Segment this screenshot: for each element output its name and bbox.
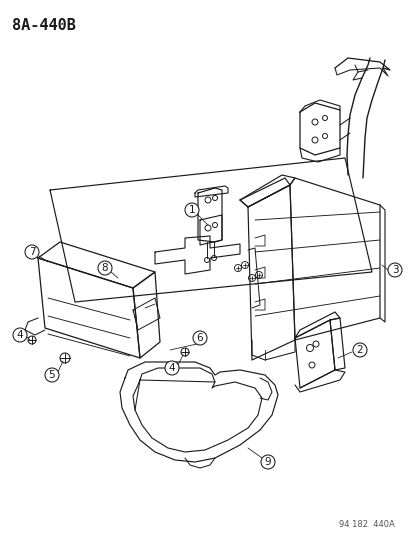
Circle shape [352,343,366,357]
Text: 4: 4 [168,363,175,373]
Circle shape [45,368,59,382]
Circle shape [13,328,27,342]
Circle shape [192,331,206,345]
Text: 5: 5 [49,370,55,380]
Text: 3: 3 [391,265,397,275]
Text: 9: 9 [264,457,271,467]
Text: 94 182  440A: 94 182 440A [338,520,394,529]
Text: 1: 1 [188,205,195,215]
Circle shape [98,261,112,275]
Text: 8A-440B: 8A-440B [12,18,76,33]
Text: 6: 6 [196,333,203,343]
Text: 7: 7 [28,247,35,257]
Text: 4: 4 [17,330,23,340]
Circle shape [185,203,199,217]
Text: 8: 8 [102,263,108,273]
Circle shape [260,455,274,469]
Text: 2: 2 [356,345,363,355]
Circle shape [165,361,178,375]
Circle shape [25,245,39,259]
Circle shape [387,263,401,277]
